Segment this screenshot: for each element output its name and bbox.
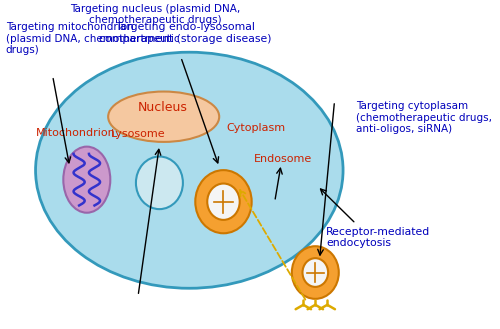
Ellipse shape (207, 184, 240, 220)
Ellipse shape (292, 246, 339, 299)
Text: Targeting endo-lysosomal
compartment (storage disease): Targeting endo-lysosomal compartment (st… (99, 22, 272, 44)
Text: Cytoplasm: Cytoplasm (226, 123, 285, 133)
Ellipse shape (64, 147, 110, 213)
Text: Endosome: Endosome (254, 155, 312, 164)
Text: Targeting nucleus (plasmid DNA,
chemotherapeutic drugs): Targeting nucleus (plasmid DNA, chemothe… (70, 4, 240, 25)
Ellipse shape (36, 52, 343, 288)
Ellipse shape (136, 157, 183, 209)
Text: Targeting mitochondrion
(plasmid DNA, chemotherapeutic
drugs): Targeting mitochondrion (plasmid DNA, ch… (6, 22, 180, 56)
Text: Mitochondrion: Mitochondrion (36, 128, 116, 138)
Text: Nucleus: Nucleus (138, 101, 188, 114)
Ellipse shape (302, 258, 328, 287)
Text: Receptor-mediated
endocytosis: Receptor-mediated endocytosis (326, 227, 430, 248)
Ellipse shape (196, 170, 252, 233)
Ellipse shape (108, 91, 219, 142)
Text: Targeting cytoplasam
(chemotherapeutic drugs,
anti-oligos, siRNA): Targeting cytoplasam (chemotherapeutic d… (356, 101, 492, 134)
Text: Lysosome: Lysosome (110, 129, 166, 139)
